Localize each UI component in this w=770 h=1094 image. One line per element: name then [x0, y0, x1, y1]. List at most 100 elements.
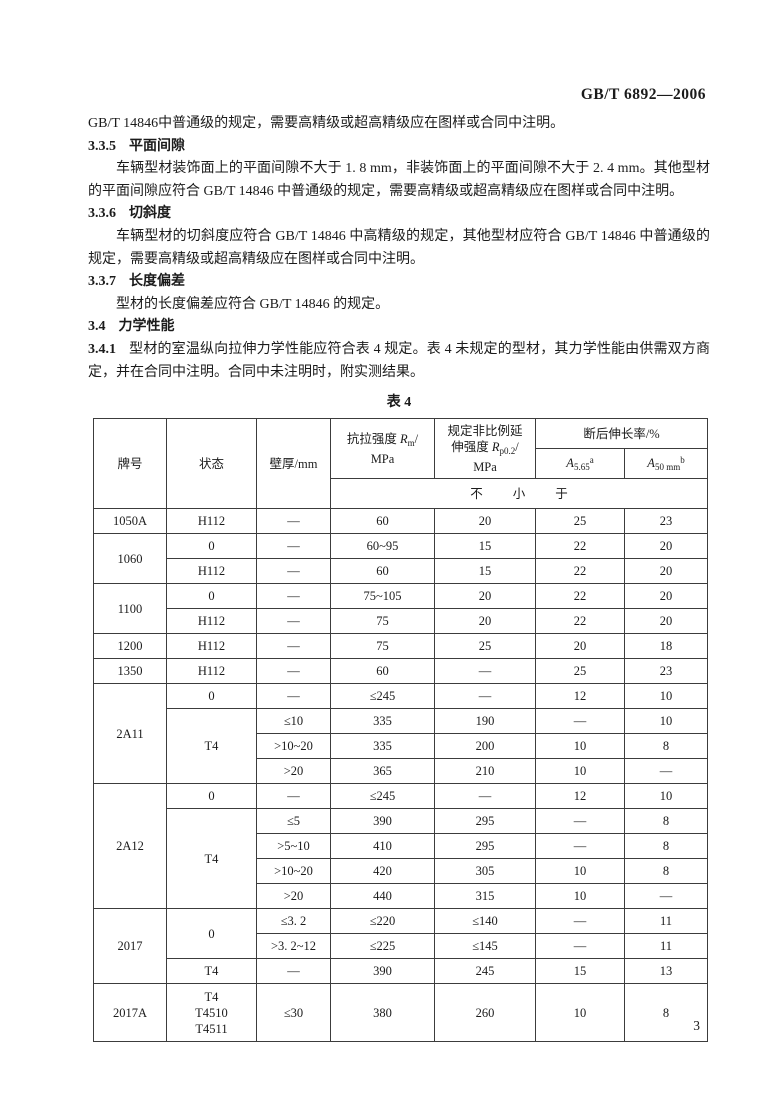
table-cell: 10 — [623, 783, 709, 810]
table-cell: — — [256, 533, 331, 560]
table-cell: 11 — [623, 908, 709, 935]
table-cell: 13 — [623, 958, 709, 985]
not-less-than-label: 不小于 — [329, 478, 709, 510]
table-cell: 20 — [434, 508, 536, 535]
table-row: 1200 H112—75 25 20 18 — [93, 633, 709, 660]
header-row-2: A5.65a A50 mmb — [94, 448, 709, 480]
table-cell: 245 — [434, 958, 536, 985]
table-cell: 10 — [535, 883, 625, 910]
paragraph: 车辆型材的切斜度应符合 GB/T 14846 中高精级的规定，其他型材应符合 G… — [88, 228, 710, 267]
table-cell: 295 — [434, 833, 536, 860]
table-cell: 380 — [330, 983, 435, 1043]
table-cell: ≤220 — [330, 908, 435, 935]
table-row: 2A12 0— ≤245—12 10 — [93, 783, 709, 910]
table-cell: — — [623, 883, 709, 910]
table-cell: 20 — [623, 558, 709, 585]
table-cell: — — [535, 708, 625, 735]
table-row: T4—390 245 15 13 — [94, 958, 709, 985]
table-cell: 60~95 — [330, 533, 435, 560]
table-cell: 20 — [623, 583, 709, 610]
table-cell: >5~10 — [256, 833, 331, 860]
table-cell: 1100 — [93, 583, 167, 635]
table-cell: — — [535, 808, 625, 835]
paragraph: 型材的长度偏差应符合 GB/T 14846 的规定。 — [116, 296, 390, 312]
table-cell: 315 — [434, 883, 536, 910]
table-cell: 20 — [623, 608, 709, 635]
table-cell: 10 — [535, 983, 625, 1043]
table-cell: 10 — [623, 683, 709, 710]
table-cell: 8 — [623, 833, 709, 860]
table-header: 牌号 状态 壁厚/mm 抗拉强度 Rm/MPa 规定非比例延 伸强度 Rp0.2/… — [93, 418, 709, 510]
table-cell: — — [434, 783, 536, 810]
table-cell: ≤5 — [256, 808, 331, 835]
table-cell: — — [256, 558, 331, 585]
table-cell: — — [256, 683, 331, 710]
table-cell: H112 — [166, 558, 257, 585]
table-cell: 10 — [535, 733, 625, 760]
table-cell: — — [535, 908, 625, 935]
table-cell: — — [535, 933, 625, 960]
table-cell: 260 — [434, 983, 536, 1043]
table-cell: 335 — [330, 733, 435, 760]
table-cell: ≤145 — [434, 933, 536, 960]
table-cell: 12 — [535, 783, 625, 810]
table-cell: — — [256, 633, 331, 660]
table-cell: — — [256, 583, 331, 610]
table-cell: 60 — [330, 558, 435, 585]
col-header-grade: 牌号 — [93, 418, 167, 510]
numbered-paragraph: 3.4.1 型材的室温纵向拉伸力学性能应符合表 4 规定。表 4 未规定的型材，其… — [88, 341, 710, 380]
table-cell: 75 — [330, 608, 435, 635]
table-cell: 15 — [434, 533, 536, 560]
table-cell: T4 — [166, 808, 257, 910]
table-cell: 22 — [535, 583, 625, 610]
clause-heading: 3.3.6 切斜度 — [88, 206, 171, 222]
table-cell: 8 — [623, 808, 709, 835]
table-cell: 18 — [623, 633, 709, 660]
table-row: H112—75 20 22 20 — [94, 608, 709, 635]
table-cell: 20 — [434, 608, 536, 635]
table-cell: 210 — [434, 758, 536, 785]
table-cell: 15 — [434, 558, 536, 585]
table-cell: — — [623, 758, 709, 785]
table-cell: 335 — [330, 708, 435, 735]
table-row: 2A11 0— ≤245—12 10 — [93, 683, 709, 785]
table-cell: — — [256, 508, 331, 535]
col-header-proof-strength: 规定非比例延 伸强度 Rp0.2/MPa — [434, 418, 536, 480]
table-cell: 2A11 — [93, 683, 167, 785]
table-cell: 1060 — [93, 533, 167, 585]
table-cell: 60 — [330, 508, 435, 535]
table-cell: 8 — [623, 733, 709, 760]
table-cell: 25 — [434, 633, 536, 660]
table-cell: 390 — [330, 808, 435, 835]
table-cell: 420 — [330, 858, 435, 885]
col-header-tensile-strength: 抗拉强度 Rm/MPa — [330, 418, 435, 480]
table-cell: 0 — [166, 533, 257, 560]
table-cell: ≤140 — [434, 908, 536, 935]
table-cell: 200 — [434, 733, 536, 760]
table-cell: 365 — [330, 758, 435, 785]
table-row: T4 ≤10 335 190—10 — [94, 708, 709, 785]
table-cell: ≤245 — [330, 783, 435, 810]
table-row: T4 ≤5 390 295—8 — [94, 808, 709, 910]
table-cell: 1200 — [93, 633, 167, 660]
table-cell: >10~20 — [256, 733, 331, 760]
table-cell: — — [434, 658, 536, 685]
table-cell: 10 — [623, 708, 709, 735]
clause-heading: 3.3.5 平面间隙 — [88, 138, 185, 154]
table-cell: T4 — [166, 958, 257, 985]
table-caption: 表 4 — [386, 395, 412, 411]
table-cell: >3. 2~12 — [256, 933, 331, 960]
col-header-a50mm: A50 mmb — [623, 448, 709, 480]
table-row: 1350 H112—60—25 23 — [93, 658, 709, 685]
table-cell: — — [535, 833, 625, 860]
table-cell: 410 — [330, 833, 435, 860]
table-row: >10~20 420 305 10 8 — [94, 858, 709, 885]
table-cell: — — [256, 608, 331, 635]
page-number: 3 — [693, 1018, 700, 1033]
table-cell: 0 — [166, 583, 257, 610]
table-row: >20 440 315 10— — [94, 883, 709, 910]
table-cell: 295 — [434, 808, 536, 835]
table-cell: — — [434, 683, 536, 710]
table-cell: 20 — [623, 533, 709, 560]
